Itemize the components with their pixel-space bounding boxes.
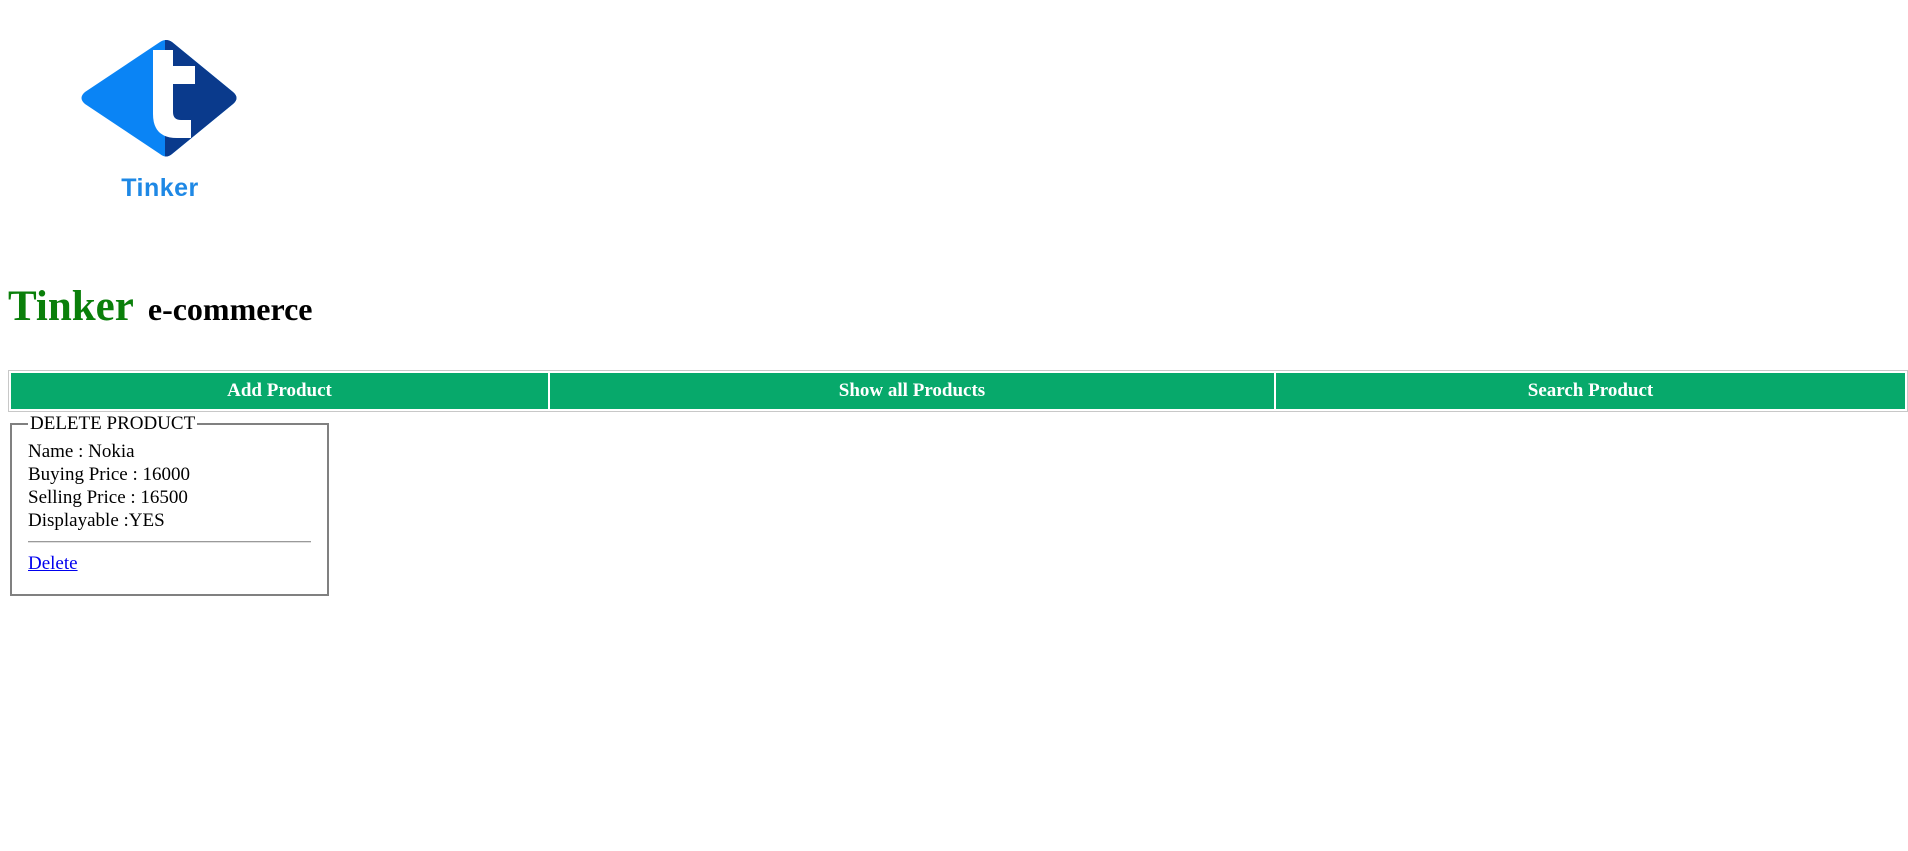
brand-title: Tinker bbox=[8, 283, 134, 330]
product-selling-price: Selling Price : 16500 bbox=[28, 487, 188, 508]
card-divider bbox=[28, 541, 311, 543]
product-displayable: Displayable :YES bbox=[28, 510, 165, 531]
tinker-logo: Tinker bbox=[75, 38, 245, 213]
nav-add-product[interactable]: Add Product bbox=[11, 373, 548, 409]
logo-text: Tinker bbox=[121, 174, 199, 202]
page-title: Tinker e-commerce bbox=[8, 285, 312, 328]
card-legend: DELETE PRODUCT bbox=[30, 413, 196, 434]
delete-product-card: DELETE PRODUCT Name : Nokia Buying Price… bbox=[10, 414, 329, 596]
product-buying-price: Buying Price : 16000 bbox=[28, 464, 191, 485]
main-nav: Add Product Show all Products Search Pro… bbox=[8, 370, 1908, 412]
nav-show-all-products[interactable]: Show all Products bbox=[550, 373, 1274, 409]
brand-subtitle: e-commerce bbox=[147, 291, 313, 327]
nav-search-product[interactable]: Search Product bbox=[1276, 373, 1905, 409]
product-name: Name : Nokia bbox=[28, 441, 135, 462]
delete-link[interactable]: Delete bbox=[28, 553, 78, 574]
logo-icon bbox=[81, 40, 237, 157]
